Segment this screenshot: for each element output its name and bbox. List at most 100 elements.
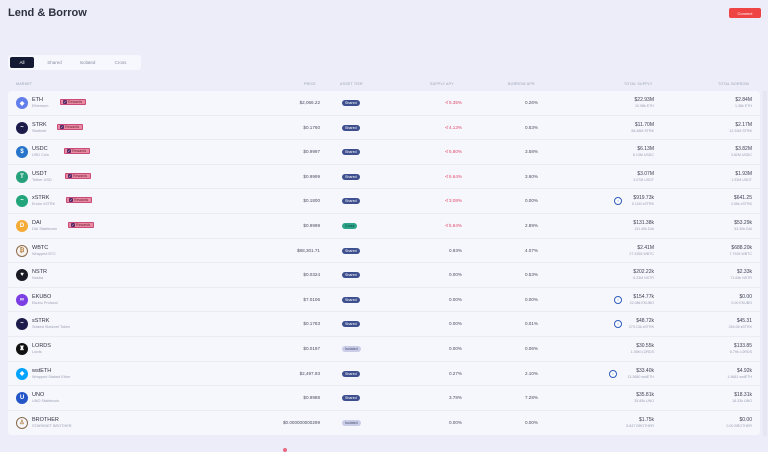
- total-borrow: $0.00: [739, 293, 752, 300]
- info-icon[interactable]: i: [614, 197, 622, 206]
- supply-apy: 0.00%: [448, 321, 462, 327]
- tier-badge: Shared: [342, 173, 360, 180]
- supply-apy[interactable]: ≮ 5.35%: [445, 100, 462, 105]
- total-supply: $1.75k: [638, 416, 654, 423]
- boost-icon: ≮: [445, 149, 449, 155]
- price: $0.9998: [303, 222, 320, 228]
- info-icon[interactable]: i: [614, 295, 622, 304]
- total-supply-tokens: 13.3680 wstETH: [627, 374, 654, 379]
- total-borrow-tokens: 6.79k LORDS: [729, 349, 752, 354]
- table-row[interactable]: ♜ LORDS Lords $0.0197 Isolated 0.00% 0.06% $30.…: [8, 337, 760, 362]
- table-row[interactable]: ₿ WBTC Wrapped BTC $88,301.71 Shared 0.93% 4.0…: [8, 239, 760, 264]
- borrow-apr: 4.07%: [524, 247, 538, 253]
- total-borrow: $2.17M: [735, 121, 752, 128]
- connect-button[interactable]: Connect: [729, 8, 761, 18]
- total-supply-tokens: 5.11M xSTRK: [631, 202, 654, 207]
- market-symbol: ETH: [32, 97, 43, 103]
- market-symbol: USDC: [32, 146, 48, 153]
- total-borrow-tokens: 1.9681 wstETH: [727, 374, 752, 379]
- market-name: STARKNET BROTHER: [32, 423, 72, 428]
- supply-apy[interactable]: ≮ 5.84%: [445, 222, 462, 228]
- total-supply: $202.22k: [633, 269, 654, 276]
- table-row[interactable]: T USDT Tether USD ✓ Rewards $0.9999 Shared ≮ 6.…: [8, 165, 760, 190]
- col-total-supply[interactable]: TOTAL SUPPLY: [624, 82, 653, 86]
- info-icon[interactable]: i: [614, 320, 622, 329]
- market-symbol: sSTRK: [32, 318, 50, 325]
- tab-shared[interactable]: Shared: [47, 60, 62, 65]
- table-row[interactable]: ~ sSTRK Staked Starknet Token $0.1783 Shared…: [8, 312, 760, 337]
- total-borrow: $1.93M: [735, 170, 752, 177]
- tab-isolated[interactable]: Isolated: [79, 60, 96, 65]
- tier-badge: Shared: [342, 100, 360, 106]
- supply-apy: 0.00%: [448, 296, 462, 302]
- price: $2,497.93: [299, 370, 320, 376]
- market-name: Wrapped BTC: [32, 251, 56, 256]
- market-symbol: STRK: [32, 121, 47, 128]
- market-name: Ekubo Protocol: [32, 300, 58, 305]
- borrow-apr: 0.01%: [524, 321, 538, 327]
- price: $0.9997: [303, 149, 320, 155]
- total-borrow: $3.82M: [735, 146, 752, 153]
- total-supply-tokens: 22.08k EKUBO: [629, 300, 654, 305]
- total-borrow: $4.92k: [736, 367, 752, 374]
- total-supply-tokens: 6.23M NSTR: [633, 276, 654, 281]
- market-name: Lords: [32, 349, 42, 354]
- borrow-apr: 3.58%: [524, 149, 538, 155]
- supply-apy[interactable]: ≮ 6.80%: [445, 149, 462, 155]
- total-borrow-tokens: 53.30k DAI: [734, 226, 752, 231]
- total-supply-tokens: 1.55M LORDS: [630, 349, 654, 354]
- col-supply-apy[interactable]: SUPPLY APY: [430, 82, 454, 86]
- borrow-apr: 0.06%: [524, 345, 538, 351]
- supply-apy[interactable]: ≮ 3.08%: [445, 198, 462, 204]
- price: $2,066.22: [299, 100, 320, 105]
- table-row[interactable]: ∞ EKUBO Ekubo Protocol $7.0106 Shared 0.00% 0.…: [8, 288, 760, 313]
- market-name: Nostra: [32, 276, 44, 281]
- market-name: USD Coin: [32, 153, 49, 158]
- supply-apy: 0.00%: [448, 272, 462, 278]
- rewards-badge: ✓ Rewards: [57, 123, 84, 130]
- table-row[interactable]: ~ xSTRK Endur xSTRK ✓ Rewards $0.1800 Shared ≮ …: [8, 189, 760, 214]
- info-icon[interactable]: i: [609, 369, 617, 378]
- col-price[interactable]: PRICE: [304, 82, 316, 86]
- strk-icon: ~: [16, 121, 28, 134]
- col-borrow-apr[interactable]: BORROW APR: [508, 82, 535, 86]
- check-icon: ✓: [68, 173, 72, 178]
- borrow-apr: 2.89%: [524, 222, 538, 228]
- brother-icon: ♙: [16, 416, 28, 429]
- table-row[interactable]: ◆ ETH Ethereum ✓ Rewards $2,066.22 Shared ≮ 5.3…: [8, 91, 760, 116]
- table-row[interactable]: ~ STRK Starknet ✓ Rewards $0.1760 Shared ≮ 4.13…: [8, 116, 760, 141]
- tier-badge: Cross: [342, 222, 358, 229]
- price: $0.000000000299: [282, 419, 320, 425]
- table-row[interactable]: $ USDC USD Coin ✓ Rewards $0.9997 Shared ≮ 6.80…: [8, 140, 760, 165]
- col-total-borrow[interactable]: TOTAL BORROW: [718, 82, 750, 86]
- total-borrow-tokens: 0.00 EKUBO: [731, 300, 752, 305]
- tab-all[interactable]: All: [10, 57, 34, 68]
- rewards-label: Rewards: [76, 222, 91, 227]
- market-name: DAI Stablecoin: [32, 226, 58, 231]
- price: $0.0324: [303, 272, 320, 278]
- table-row[interactable]: ♙ BROTHER STARKNET BROTHER $0.000000000299 I…: [8, 411, 760, 436]
- tier-badge: Shared: [342, 272, 360, 279]
- price: $0.0197: [303, 345, 320, 351]
- table-row[interactable]: ♥ NSTR Nostra $0.0324 Shared 0.00% 0.53% $202.2…: [8, 263, 760, 288]
- total-borrow-tokens: 1.38k ETH: [735, 104, 752, 108]
- total-supply: $131.38k: [633, 219, 654, 226]
- total-supply: $33.40k: [636, 367, 654, 374]
- market-symbol: UNO: [32, 392, 45, 399]
- wbtc-icon: ₿: [16, 244, 28, 257]
- supply-apy[interactable]: ≮ 4.13%: [445, 124, 462, 130]
- table-row[interactable]: U UNO UNO Stablecoin $0.9988 Shared 3.78% 7.28…: [8, 386, 760, 411]
- table-row[interactable]: ◆ wstETH Wrapped Staked Ether $2,497.93 Shar…: [8, 362, 760, 387]
- uno-icon: U: [16, 392, 28, 405]
- supply-apy[interactable]: ≮ 6.64%: [445, 173, 462, 179]
- total-supply: $35.81k: [636, 392, 654, 399]
- usdt-icon: T: [16, 170, 28, 183]
- tier-badge: Shared: [342, 321, 360, 328]
- scrollbar[interactable]: [763, 91, 767, 436]
- price: $88,301.71: [297, 247, 320, 253]
- tab-cross[interactable]: Cross: [114, 60, 127, 65]
- rewards-label: Rewards: [65, 124, 80, 129]
- price: $0.1783: [303, 321, 320, 327]
- check-icon: ✓: [69, 198, 73, 203]
- table-row[interactable]: D DAI DAI Stablecoin ✓ Rewards $0.9998 Cross ≮ …: [8, 214, 760, 239]
